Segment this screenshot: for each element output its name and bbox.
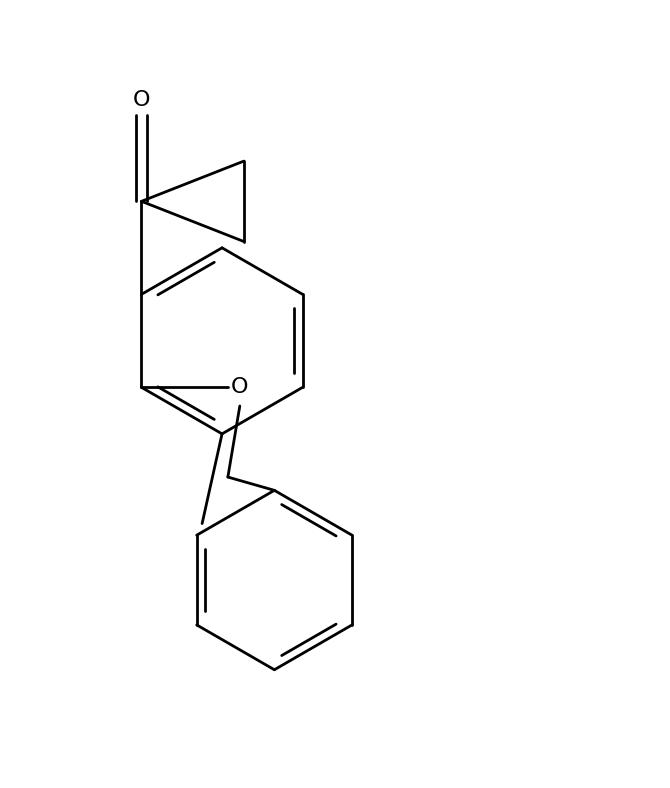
Text: O: O — [133, 91, 150, 110]
Text: O: O — [231, 377, 249, 397]
